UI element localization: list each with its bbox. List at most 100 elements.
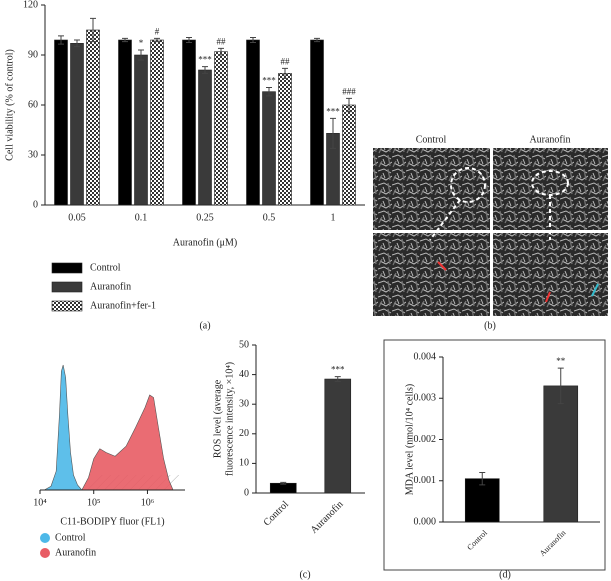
y-tick-label: 10 [239,458,249,469]
bar [70,43,84,206]
arrow [591,283,599,297]
error-bar [90,17,96,43]
bar [182,39,196,206]
y-tick-label: 0.004 [414,351,437,362]
error-bar [479,472,486,486]
error-bar [122,37,128,43]
error-bar [202,66,208,74]
image-label: Auranofin [529,134,570,145]
bar [118,39,132,206]
bar [310,39,324,206]
significance: *** [198,55,212,65]
zoom-circle [450,167,486,203]
bar [86,29,100,206]
x-tick-label: 10⁴ [33,497,47,508]
bar [134,54,148,206]
x-tick-label: 1 [331,212,336,223]
bar [150,39,164,206]
y-tick-label: 0.002 [414,434,437,445]
legend-label: Auranofin+fer-1 [90,300,156,311]
y-axis-label: fluorescence intensity, ×10⁴) [224,362,235,476]
y-axis-label: MDA level (nmol/10⁴ cells) [404,384,415,496]
bar [214,51,228,206]
x-tick-label: Control [465,528,489,552]
arrow [437,261,447,271]
panel-label: (a) [199,320,210,331]
y-tick-label: 90 [28,49,38,60]
significance: * [139,38,144,48]
zoom-line [429,199,461,241]
error-bar [314,37,320,43]
bar [246,39,260,206]
panel-label: (c) [299,569,310,580]
y-tick-label: 0 [244,487,249,498]
y-tick-label: 0.003 [414,393,437,404]
image [373,148,490,230]
bar [54,39,68,206]
y-axis-label: ROS level (average [212,379,223,458]
x-tick-label: 0.5 [263,212,276,223]
bar [342,104,356,206]
significance: ** [556,356,566,366]
legend-marker [40,548,50,558]
legend-marker [40,533,50,543]
error-bar [266,87,272,97]
bar [324,378,352,494]
x-axis-label: C11-BODIPY fluor (FL1) [60,516,164,527]
y-tick-label: 50 [239,339,249,350]
legend-label: Auranofin [90,281,131,292]
bar [198,69,212,206]
y-tick-label: 30 [28,149,38,160]
x-tick-label: 0.1 [135,212,148,223]
x-axis-label: Auranofin (μM) [173,237,238,248]
error-bar [218,47,224,56]
legend-swatch [51,262,83,274]
bar [278,73,292,206]
significance: # [155,26,160,36]
significance: ## [217,36,227,46]
x-tick-label: 10⁵ [87,497,101,508]
bar [464,478,500,523]
error-bar [346,97,352,113]
y-tick-label: 0.000 [414,516,437,527]
significance: ### [342,86,356,96]
x-tick-label: 0.05 [68,212,86,223]
legend-label: Control [55,532,86,543]
error-bar [557,367,564,405]
error-bar [138,49,144,61]
error-bar [74,39,80,48]
histogram-area [81,394,174,491]
y-tick-label: 60 [28,99,38,110]
y-tick-label: 0.001 [414,475,437,486]
x-tick-label: Auranofin [309,499,346,536]
x-tick-label: Control [262,499,292,529]
error-bar [186,37,192,43]
error-bar [334,376,341,382]
y-tick-label: 40 [239,369,249,380]
legend-label: Control [90,262,121,273]
x-tick-label: 10⁶ [141,497,155,508]
error-bar [282,67,288,79]
bar [262,91,276,206]
error-bar [250,37,256,43]
significance: *** [331,365,345,375]
legend-label: Auranofin [55,547,96,558]
panel-label: (b) [484,320,496,331]
error-bar [330,117,336,149]
y-tick-label: 0 [33,199,38,210]
y-tick-label: 120 [23,0,38,10]
panel-label: (d) [499,569,511,580]
image [493,233,608,316]
arrow [545,291,551,303]
bar [269,482,297,494]
significance: ## [281,56,291,66]
legend-swatch [51,281,83,293]
y-tick-label: 30 [239,398,249,409]
histogram-area [43,364,83,491]
significance: *** [262,76,276,86]
bar [543,385,579,523]
micrographs: Control Auranofin (b) [373,134,608,331]
panel-frame [383,339,606,571]
legend-swatch [51,300,83,312]
